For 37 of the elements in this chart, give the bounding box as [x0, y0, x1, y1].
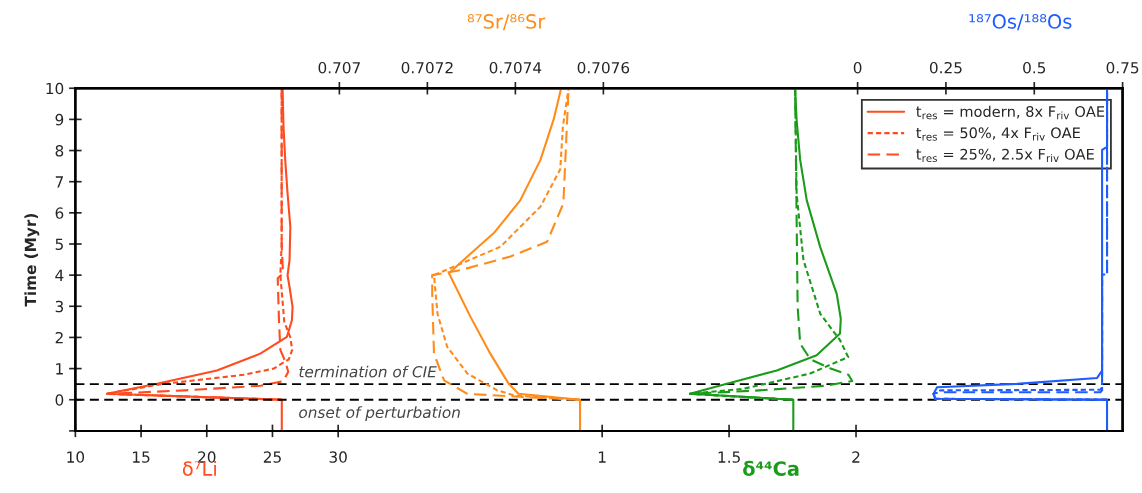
x2-tick-label: 0.7072	[401, 61, 453, 74]
x-tick-label: 1	[598, 451, 606, 463]
legend-label: t$_{res}$ = modern, 8x F$_{riv}$ OAE	[916, 105, 1105, 120]
x2-axis-title: ¹⁸⁷Os/¹⁸⁸Os	[969, 14, 1072, 31]
x-tick-label: 30	[329, 451, 347, 463]
x2-tick-label: 0.25	[929, 61, 962, 74]
x-tick-label: 15	[133, 451, 150, 463]
y-tick-label: 0	[55, 394, 64, 406]
x-tick-label: 10	[67, 451, 85, 463]
legend-label: t$_{res}$ = 50%, 4x F$_{riv}$ OAE	[916, 127, 1080, 141]
x-tick-label: 25	[263, 451, 281, 463]
x2-tick-label: 0.75	[1106, 61, 1139, 74]
legend-label: t$_{res}$ = 25%, 2.5x F$_{riv}$ OAE	[916, 148, 1094, 163]
y-tick-label: 4	[55, 269, 64, 281]
y-tick-label: 3	[55, 300, 64, 313]
x2-tick-label: 0.707	[318, 61, 360, 74]
x2-axis-title: ⁸⁷Sr/⁸⁶Sr	[467, 14, 546, 31]
x-axis-title: δ⁴⁴Ca	[743, 460, 799, 476]
x2-tick-label: 0.7074	[489, 61, 542, 74]
y-tick-label: 8	[55, 145, 64, 157]
x-tick-label: 1.5	[718, 451, 740, 463]
ref-line-label: termination of CIE	[299, 365, 437, 378]
ref-line-label: onset of perturbation	[299, 406, 460, 422]
x2-tick-label: 0.5	[1023, 61, 1046, 74]
y-tick-label: 7	[55, 176, 63, 188]
x-tick-label: 2	[852, 451, 860, 463]
x2-tick-label: 0.7076	[577, 61, 630, 74]
y-tick-label: 6	[55, 207, 64, 219]
y-tick-label: 1	[56, 363, 63, 375]
y-axis-title: Time (Myr)	[24, 213, 40, 307]
y-tick-label: 9	[55, 113, 64, 126]
y-tick-label: 10	[46, 82, 64, 95]
x2-tick-label: 0	[853, 61, 862, 74]
x-axis-title: δ⁷Li	[182, 460, 216, 476]
x-tick-label: 20	[198, 451, 216, 463]
y-tick-label: 5	[55, 238, 63, 251]
y-tick-label: 2	[55, 331, 63, 344]
